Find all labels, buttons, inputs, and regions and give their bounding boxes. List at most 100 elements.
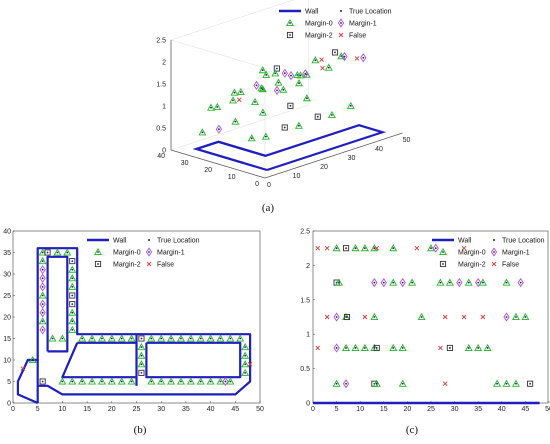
triangle-icon xyxy=(436,278,445,286)
square-icon xyxy=(343,313,351,321)
true-location-dot xyxy=(41,268,44,271)
diamond-icon xyxy=(360,53,367,63)
triangle-icon xyxy=(389,244,398,252)
margin0-marker xyxy=(370,312,379,321)
true-location-dot xyxy=(110,380,113,383)
true-location-dot xyxy=(493,251,495,253)
square-icon xyxy=(69,292,76,299)
true-location-dot xyxy=(160,337,163,340)
true-location-dot xyxy=(255,84,258,87)
true-location-dot xyxy=(340,22,342,24)
true-location-dot xyxy=(71,286,74,288)
y-tick-label: 10 xyxy=(3,358,11,365)
true-location-dot xyxy=(515,316,517,318)
true-location-dot xyxy=(354,247,357,250)
square-icon xyxy=(69,301,76,308)
margin0-marker xyxy=(48,334,57,342)
triangle-icon xyxy=(127,377,136,385)
margin0-marker xyxy=(360,343,369,351)
margin0-marker xyxy=(107,377,116,385)
true-location-dot xyxy=(210,106,212,109)
triangle-icon xyxy=(28,355,37,364)
true-location-dot xyxy=(189,337,192,340)
legend-false-label: False xyxy=(349,33,366,40)
false-marker xyxy=(320,65,325,71)
margin0-marker xyxy=(229,96,237,104)
margin0-marker xyxy=(147,377,156,385)
true-location-dot xyxy=(448,281,451,284)
margin0-marker xyxy=(236,87,245,96)
x-tick-label: 15 xyxy=(380,406,388,413)
true-location-dot xyxy=(290,74,292,77)
y-tick-label: 35 xyxy=(3,250,11,257)
margin0-marker xyxy=(389,343,398,351)
true-location-dot xyxy=(505,316,508,318)
wall-line xyxy=(61,341,138,379)
true-location-dot xyxy=(477,281,480,284)
true-location-dot xyxy=(140,354,143,357)
true-location-dot xyxy=(140,346,143,348)
true-location-dot xyxy=(41,329,44,331)
triangle-icon xyxy=(78,377,87,385)
triangle-icon xyxy=(511,312,520,321)
margin2-marker xyxy=(527,380,534,387)
diamond-icon xyxy=(273,85,281,95)
margin0-marker xyxy=(236,334,245,342)
back-plane xyxy=(170,0,309,151)
margin1-marker xyxy=(456,278,463,288)
caption-a: (a) xyxy=(262,202,275,214)
triangle-icon xyxy=(68,377,77,385)
triangle-icon xyxy=(372,379,381,387)
triangle-icon xyxy=(445,278,454,286)
triangle-icon xyxy=(38,291,47,299)
margin1-marker xyxy=(432,243,439,253)
triangle-icon xyxy=(286,18,294,27)
triangle-icon xyxy=(360,244,369,252)
true-location-dot xyxy=(298,82,300,85)
x-tick-label: 20 xyxy=(404,406,412,413)
true-location-dot xyxy=(66,251,69,254)
true-location-dot xyxy=(338,281,340,284)
x-tick-label: 5 xyxy=(335,406,339,413)
triangle-icon xyxy=(389,343,398,351)
margin1-marker xyxy=(490,247,498,257)
true-location-dot xyxy=(189,380,192,383)
x-tick-label: 20 xyxy=(320,164,328,171)
margin0-marker xyxy=(196,334,205,342)
true-location-dot xyxy=(148,251,150,253)
triangle-icon xyxy=(251,97,259,106)
true-location-dot xyxy=(81,380,84,383)
true-location-dot xyxy=(364,247,366,250)
legend-wall-label: Wall xyxy=(305,9,319,16)
margin0-marker xyxy=(251,97,259,106)
triangle-icon xyxy=(279,85,288,93)
y-tick-label: 1.5 xyxy=(300,297,310,304)
margin1-marker xyxy=(475,278,482,288)
legend: Wall True Location Margin-0 Margin-1 Margin-… xyxy=(87,238,200,269)
margin2-marker xyxy=(44,249,51,256)
triangle-icon xyxy=(127,334,136,342)
panel-c-height-scatter: 0 5 10 15 20 25 30 35 40 45 50 0 0.5 1 1.5 2 2.5 Wall True… xyxy=(300,229,550,414)
true-location-dot xyxy=(265,74,268,76)
true-location-dot xyxy=(250,137,253,140)
true-location-dot xyxy=(448,347,451,349)
margin0-marker xyxy=(97,377,106,385)
margin0-marker xyxy=(334,278,343,286)
triangle-icon xyxy=(97,334,106,342)
z-tick-label: 0 xyxy=(162,148,166,155)
true-location-dot xyxy=(41,277,44,280)
triangle-icon xyxy=(216,334,225,342)
true-location-dot xyxy=(375,382,378,385)
margin1-marker xyxy=(281,68,288,78)
margin0-marker xyxy=(279,85,288,93)
true-location-dot xyxy=(529,382,532,385)
margin0-marker xyxy=(502,379,511,387)
x-mark-icon xyxy=(374,245,380,251)
diamond-icon xyxy=(333,343,340,353)
margin1-marker xyxy=(342,379,350,389)
true-location-dot xyxy=(218,128,220,131)
margin0-marker xyxy=(521,312,530,321)
margin0-marker xyxy=(389,278,398,286)
true-location-dot xyxy=(71,268,74,271)
triangle-icon xyxy=(258,66,267,74)
